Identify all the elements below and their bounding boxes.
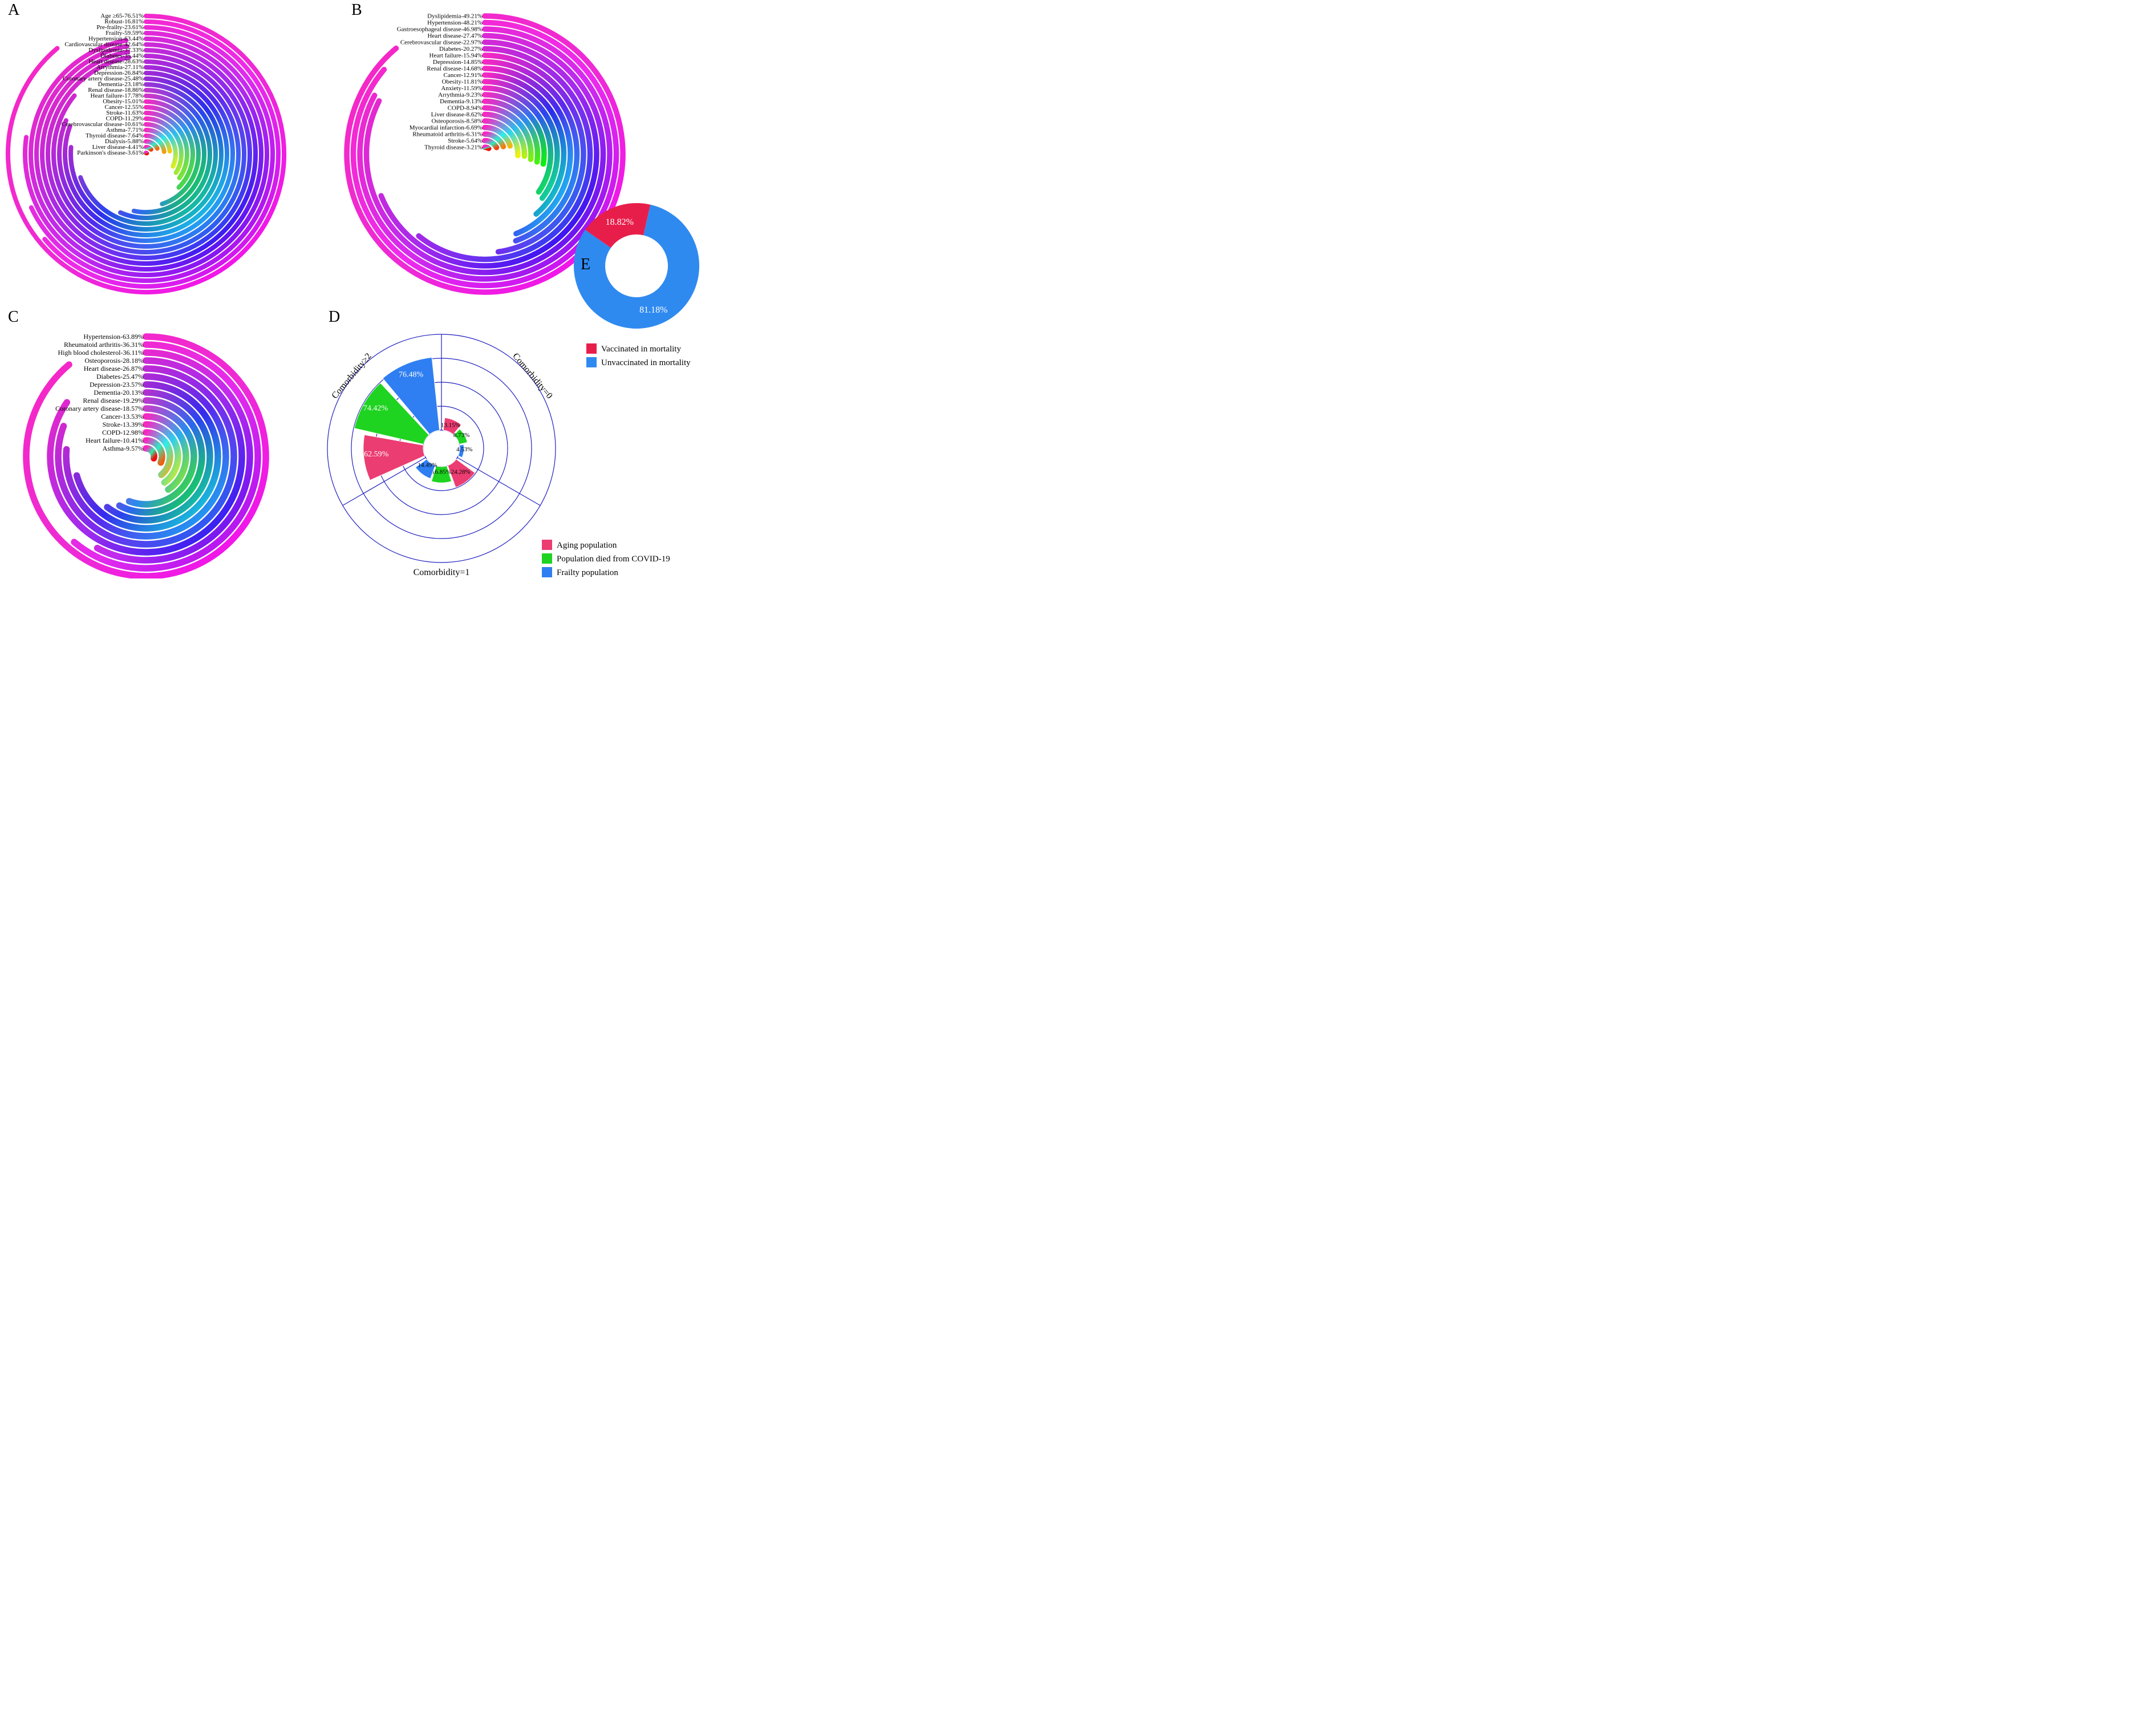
chartD-value-eq0-frailty: 4.53% [456,446,472,453]
chartD-value-ge2-aging: 62.59% [364,450,389,459]
ring-label-B-5: Diabetes-20.27% [439,46,483,52]
chartD-legend-swatch-died [542,553,552,564]
chartD-legend-swatch-frailty [542,567,552,577]
chartE-legend-swatch-unvacc [586,357,597,367]
ring-label-C-2: High blood cholesterol-36.11% [58,349,144,357]
chartD-value-ge2-died: 74.42% [363,404,388,412]
ring-label-B-15: Liver disease-8.62% [431,111,483,118]
ring-A-23 [146,147,151,149]
ring-label-C-3: Osteoporosis-28.18% [84,357,144,365]
ring-label-B-11: Anxiety-11.59% [441,85,483,92]
panel-label-B: B [351,1,362,19]
panel-label-A: A [8,1,20,19]
chartE-legend-label-unvacc: Unvaccinated in mortality [601,358,691,367]
chartD-legend-label-aging: Aging population [557,541,617,550]
ring-label-C-0: Hypertension-63.89% [83,333,144,341]
chartD-sector-label-eq0: Comorbidity=0 [510,351,554,401]
ring-label-B-4: Cerebrovascular disease-22.97% [400,39,483,46]
ring-label-B-3: Heart disease-27.47% [427,33,483,39]
chartD-sector-label-ge2: Comorbidity≥2 [330,351,373,400]
ring-label-B-18: Rheumatoid arthritis-6.31% [412,131,483,137]
ring-label-B-12: Arrythmia-9.23% [438,91,483,98]
chartD-sector-label-eq1: Comorbidity=1 [414,568,470,577]
chartE-legend-label-vacc: Vaccinated in mortality [601,345,681,354]
chartE-legend-swatch-vacc [586,343,597,354]
ring-label-C-4: Heart disease-26.87% [84,365,144,373]
ring-label-B-13: Dementia-9.13% [440,98,483,105]
radial-chart-A: Age ≥65-76.51%Robust-16.81%Pre-frailty-2… [8,13,284,292]
chart-E: 18.82% 81.18% Vaccinated in mortality Unvac… [574,203,699,367]
chartD-value-eq1-aging: 24.28% [451,469,471,476]
ring-label-C-14: Asthma-9.57% [103,444,144,452]
chartD-legend-label-died: Population died from COVID-19 [557,555,670,564]
figure-svg: Age ≥65-76.51%Robust-16.81%Pre-frailty-2… [0,0,719,578]
chartD-value-eq0-died: 8.73% [453,432,469,439]
ring-label-B-17: Myocardial infarction-6.69% [410,124,483,131]
chartD-value-eq0-aging: 13.15% [441,422,460,429]
chartE-value-vacc: 18.82% [606,217,634,227]
ring-label-C-9: Coronary artery disease-18.57% [55,404,144,412]
ring-label-B-8: Renal disease-14.68% [427,65,483,72]
ring-label-C-11: Stroke-13.39% [103,420,144,428]
radial-chart-C: Hypertension-63.89%Rheumatoid arthritis-… [26,333,266,576]
ring-label-B-14: COPD-8.94% [448,104,483,111]
chartD-value-eq1-frailty: 14.49% [418,462,437,469]
panel-label-C: C [8,308,19,326]
ring-label-C-12: COPD-12.98% [102,428,144,436]
chartE-value-unvacc: 81.18% [639,305,667,315]
ring-label-B-0: Dyslipidemia-49.21% [427,13,483,19]
chartD-value-eq1-died: 16.85% [432,468,451,475]
ring-label-C-13: Heart failure-10.41% [86,436,144,444]
ring-label-C-1: Rheumatoid arthritis-36.31% [64,341,144,349]
ring-B-20 [485,147,489,148]
ring-label-B-9: Cancer-12.91% [443,72,483,79]
chartD-legend-swatch-aging [542,540,552,550]
panel-label-E: E [581,256,590,273]
chartD-value-ge2-frailty: 76.48% [399,370,424,379]
ring-label-A-24: Parkinson's disease-3.61% [77,149,144,156]
ring-label-B-20: Thyroid disease-3.21% [424,144,483,151]
ring-label-B-16: Osteoporosis-8.58% [431,118,483,124]
ring-label-C-8: Renal disease-19.29% [83,396,144,404]
panel-label-D: D [329,308,340,326]
ring-label-C-10: Cancer-13.53% [101,412,144,420]
ring-label-B-1: Hypertension-48.21% [427,19,483,26]
chartD-legend-label-frailty: Frailty population [557,568,618,577]
ring-label-C-5: Diabetes-25.47% [96,373,144,381]
ring-label-B-10: Obesity-11.81% [442,78,483,85]
ring-label-C-7: Dementia-20.13% [94,389,144,396]
ring-label-B-19: Stroke-5.64% [448,137,483,144]
ring-label-B-6: Heart failure-15.94% [429,52,483,59]
ring-C-0 [26,337,266,576]
ring-label-C-6: Depression-23.57% [90,381,144,389]
ring-C-14 [146,448,154,458]
ring-label-B-2: Gastroesophageal disease-46.98% [397,26,483,33]
chart-D: 62.59% 74.42% 76.48% Comorbidity≥2 13.15% 8.7… [327,334,670,577]
ring-label-B-7: Depression-14.85% [433,59,483,66]
chartD-spoke [457,458,540,505]
